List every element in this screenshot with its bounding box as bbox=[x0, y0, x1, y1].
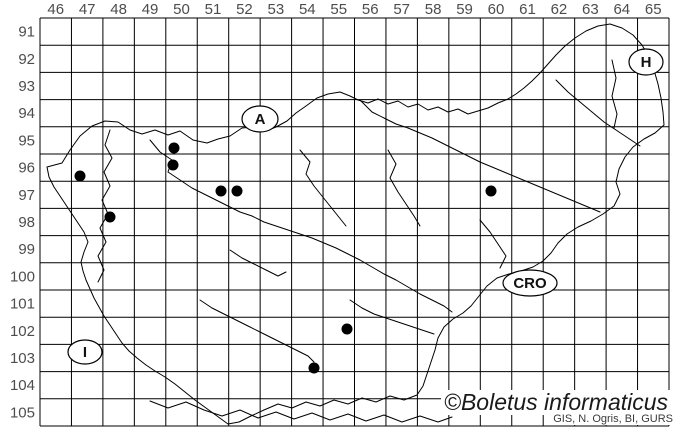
river-soca bbox=[97, 129, 113, 283]
credit-text: GIS, N. Ogris, BI, GURS bbox=[550, 413, 676, 425]
col-tick-label: 61 bbox=[519, 1, 536, 18]
occurrence-dot bbox=[104, 211, 116, 223]
country-border bbox=[46, 23, 665, 425]
col-tick-label: 49 bbox=[142, 1, 159, 18]
row-tick-label: 92 bbox=[18, 51, 35, 68]
col-tick-label: 51 bbox=[205, 1, 222, 18]
occurrence-dot bbox=[231, 185, 243, 197]
col-tick-label: 54 bbox=[299, 1, 316, 18]
row-tick-label: 98 bbox=[18, 214, 35, 231]
river-sava bbox=[149, 139, 453, 313]
col-tick-label: 62 bbox=[551, 1, 568, 18]
row-tick-label: 96 bbox=[18, 160, 35, 177]
river-se-stream bbox=[479, 219, 507, 269]
row-tick-label: 104 bbox=[10, 377, 35, 394]
country-label-I: I bbox=[83, 344, 87, 361]
col-tick-label: 47 bbox=[79, 1, 96, 18]
col-tick-label: 63 bbox=[582, 1, 599, 18]
row-tick-label: 102 bbox=[10, 323, 35, 340]
country-ellipse-A bbox=[241, 105, 279, 133]
river-savinja bbox=[387, 149, 421, 227]
occurrence-dot bbox=[485, 185, 497, 197]
col-tick-label: 48 bbox=[110, 1, 127, 18]
country-ellipse-I bbox=[67, 339, 103, 365]
country-labels: A H CRO I bbox=[67, 48, 664, 365]
watermark-text: ©Boletus informaticus bbox=[441, 389, 672, 416]
occurrence-dot bbox=[341, 323, 353, 335]
col-tick-label: 58 bbox=[425, 1, 442, 18]
row-tick-label: 91 bbox=[18, 24, 35, 41]
col-tick-label: 60 bbox=[488, 1, 505, 18]
row-tick-label: 99 bbox=[18, 241, 35, 258]
river-ljubljanica bbox=[229, 249, 287, 277]
col-tick-label: 50 bbox=[173, 1, 190, 18]
river-mura bbox=[555, 79, 641, 147]
river-ne-stream bbox=[611, 59, 618, 129]
river-drava bbox=[359, 99, 601, 213]
col-tick-label: 46 bbox=[47, 1, 64, 18]
grid-lines bbox=[39, 17, 670, 427]
map-outline bbox=[46, 23, 665, 425]
col-tick-label: 64 bbox=[613, 1, 630, 18]
country-ellipse-H bbox=[628, 48, 664, 76]
row-tick-label: 100 bbox=[10, 268, 35, 285]
row-tick-label: 93 bbox=[18, 78, 35, 95]
occurrence-dot bbox=[167, 159, 179, 171]
occurrence-dots bbox=[74, 142, 497, 374]
country-label-A: A bbox=[255, 111, 266, 128]
occurrence-dot bbox=[308, 362, 320, 374]
row-tick-label: 105 bbox=[10, 404, 35, 421]
occurrence-dot bbox=[215, 185, 227, 197]
tick-labels: 46 47 48 49 50 51 52 53 54 55 56 57 58 59 60 61 62 63 64 65… bbox=[10, 1, 662, 421]
row-tick-label: 103 bbox=[10, 350, 35, 367]
col-tick-label: 52 bbox=[236, 1, 253, 18]
row-tick-label: 95 bbox=[18, 132, 35, 149]
col-tick-label: 57 bbox=[393, 1, 410, 18]
col-tick-label: 59 bbox=[456, 1, 473, 18]
river-upper-savinja bbox=[299, 149, 347, 227]
col-tick-label: 56 bbox=[362, 1, 379, 18]
col-tick-label: 53 bbox=[268, 1, 285, 18]
col-tick-label: 65 bbox=[645, 1, 662, 18]
occurrence-dot bbox=[168, 142, 180, 154]
occurrence-dot bbox=[74, 170, 86, 182]
river-krka bbox=[349, 299, 435, 335]
river-sw-stream bbox=[199, 299, 315, 363]
col-tick-label: 55 bbox=[330, 1, 347, 18]
country-label-H: H bbox=[641, 54, 652, 71]
row-tick-label: 94 bbox=[18, 105, 35, 122]
row-tick-label: 101 bbox=[10, 296, 35, 313]
country-ellipse-CRO bbox=[502, 269, 558, 297]
row-tick-label: 97 bbox=[18, 187, 35, 204]
country-label-CRO: CRO bbox=[513, 275, 547, 292]
istria-coast-line bbox=[149, 400, 453, 423]
